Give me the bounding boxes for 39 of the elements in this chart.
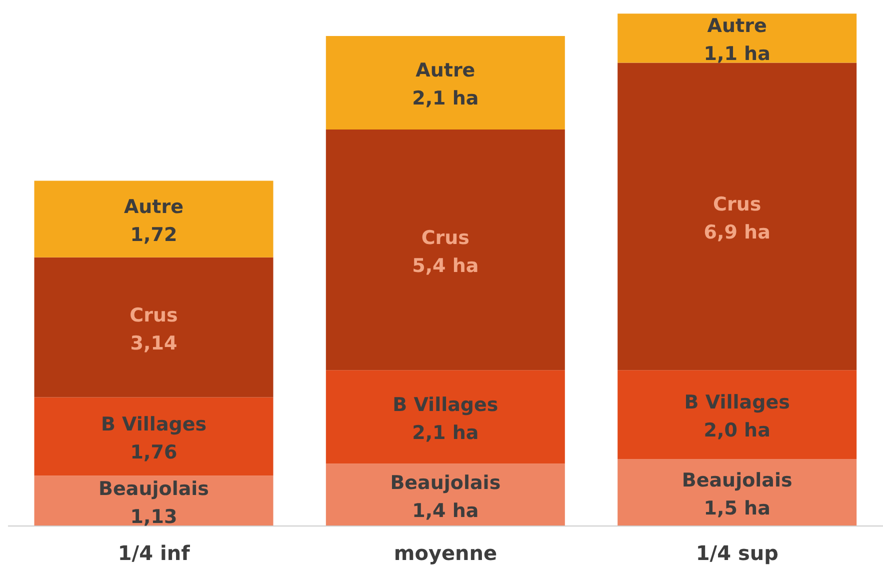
bar (34, 476, 274, 526)
data-label: 1,5 ha (704, 498, 770, 520)
text: Crus (421, 226, 470, 249)
text: Autre (416, 60, 476, 82)
data-label: 1,4 ha (412, 500, 479, 522)
bar (618, 62, 857, 370)
text: Beaujolais (390, 472, 501, 494)
data-label: 6,9 ha (704, 221, 770, 244)
bar (618, 14, 857, 63)
bar (618, 459, 857, 526)
bar (326, 370, 565, 464)
data-label: 5,4 ha (412, 254, 479, 277)
text: Crus (713, 193, 762, 216)
x-tick-label: 1/4 inf (118, 541, 190, 566)
text: Beaujolais (682, 470, 792, 492)
bar (326, 130, 565, 370)
x-tick-label: 1/4 sup (696, 541, 778, 566)
bar (34, 257, 274, 398)
data-label: 2,0 ha (704, 420, 770, 442)
series-label: Autre (707, 15, 767, 38)
text: B Villages (684, 392, 790, 414)
data-label: 1,1 ha (704, 43, 770, 66)
text: Autre (124, 196, 184, 218)
x-tick-label: moyenne (394, 541, 498, 566)
data-label: 3,14 (130, 332, 178, 354)
series-label: Crus (130, 304, 178, 326)
series-label: B Villages (100, 413, 207, 436)
data-label: 2,1 ha (412, 422, 479, 444)
data-label: 1,76 (130, 441, 178, 464)
data-label: 1,13 (130, 506, 178, 528)
data-label: 2,1 ha (412, 88, 479, 110)
bar (326, 464, 565, 526)
bar (34, 180, 274, 258)
bar (34, 397, 274, 476)
text: B Villages (392, 394, 498, 416)
bar (618, 370, 857, 460)
bar (326, 36, 565, 130)
series-label: Beaujolais (98, 478, 209, 500)
data-label: 1,72 (130, 224, 178, 246)
